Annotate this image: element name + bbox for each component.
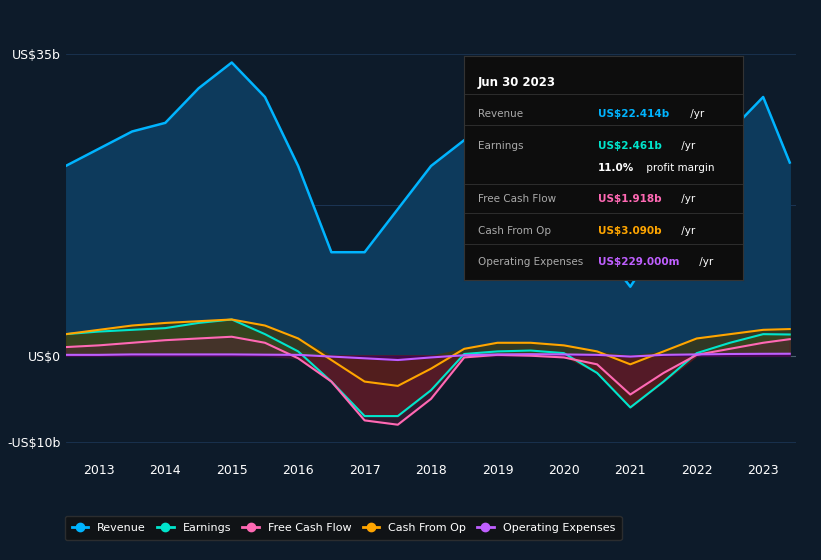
Legend: Revenue, Earnings, Free Cash Flow, Cash From Op, Operating Expenses: Revenue, Earnings, Free Cash Flow, Cash …	[65, 516, 621, 540]
Text: US$1.918b: US$1.918b	[598, 194, 662, 204]
Text: /yr: /yr	[687, 109, 704, 119]
Text: 11.0%: 11.0%	[598, 163, 634, 173]
Text: /yr: /yr	[678, 226, 695, 236]
Text: Operating Expenses: Operating Expenses	[478, 257, 583, 267]
Text: US$2.461b: US$2.461b	[598, 141, 662, 151]
Text: Cash From Op: Cash From Op	[478, 226, 551, 236]
Text: /yr: /yr	[678, 194, 695, 204]
Text: profit margin: profit margin	[643, 163, 714, 173]
Text: Earnings: Earnings	[478, 141, 523, 151]
Text: /yr: /yr	[696, 257, 713, 267]
Text: US$3.090b: US$3.090b	[598, 226, 662, 236]
Text: Free Cash Flow: Free Cash Flow	[478, 194, 556, 204]
Text: US$22.414b: US$22.414b	[598, 109, 669, 119]
Text: US$229.000m: US$229.000m	[598, 257, 679, 267]
Text: Revenue: Revenue	[478, 109, 523, 119]
Text: /yr: /yr	[678, 141, 695, 151]
Text: Jun 30 2023: Jun 30 2023	[478, 76, 556, 90]
